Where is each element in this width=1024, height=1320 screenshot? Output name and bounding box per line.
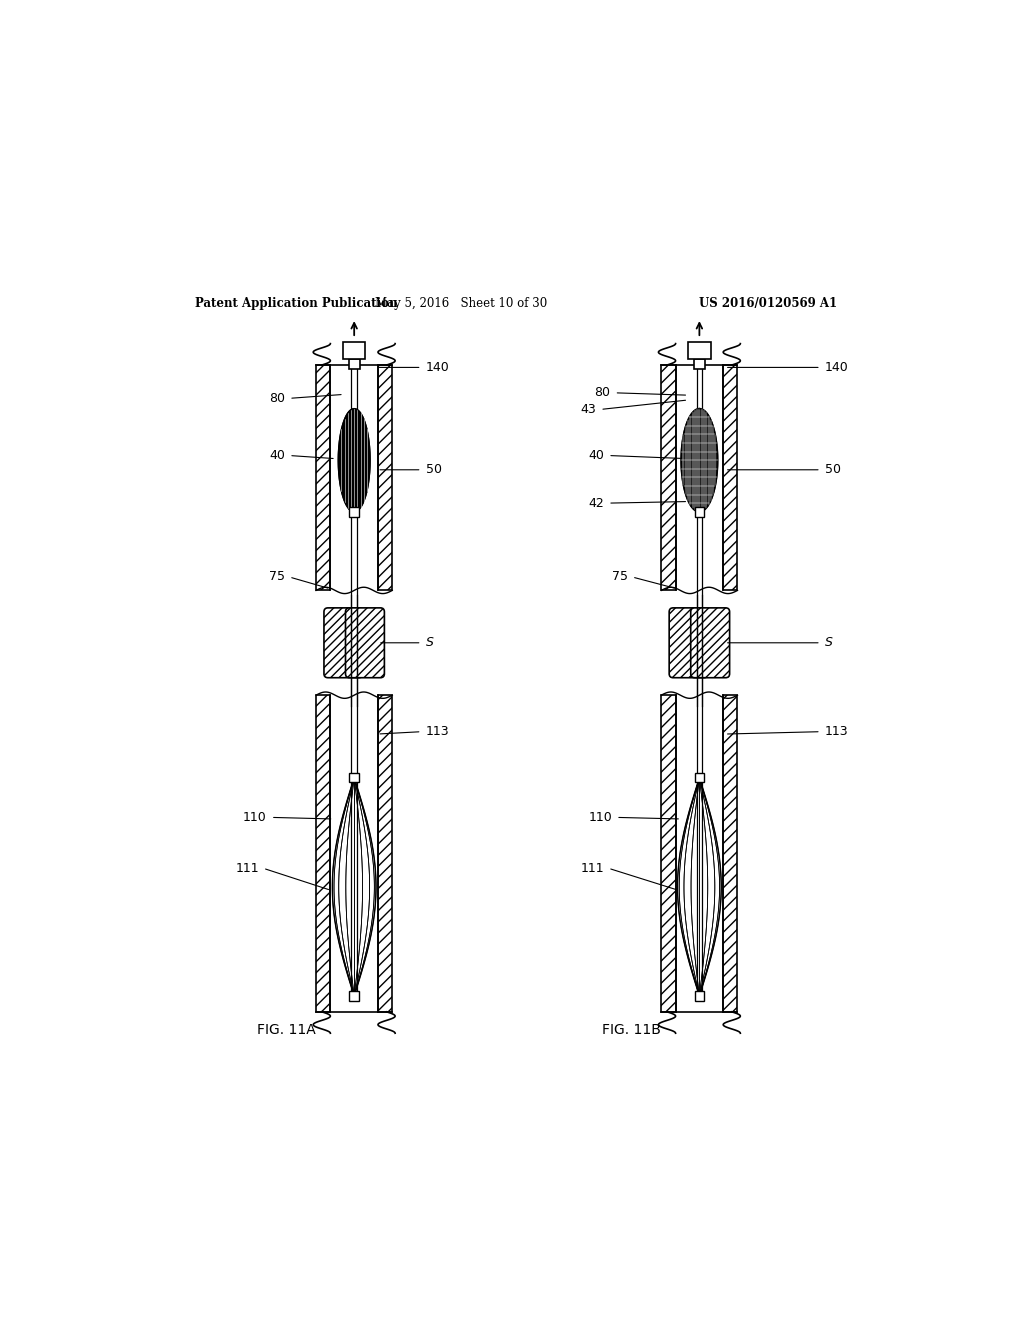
Bar [349,507,359,516]
Text: 80: 80 [595,387,610,400]
Bar [694,507,705,516]
Bar [349,991,359,1001]
Text: 50: 50 [426,463,441,477]
Bar [694,359,705,370]
Bar [688,342,711,359]
Text: 80: 80 [269,392,285,405]
FancyBboxPatch shape [324,609,362,677]
Text: 140: 140 [824,360,849,374]
Text: 43: 43 [581,403,596,416]
Text: 42: 42 [589,496,604,510]
Polygon shape [338,409,370,512]
Text: 113: 113 [426,725,450,738]
Bar [343,342,366,359]
Polygon shape [681,409,718,512]
Text: 75: 75 [269,570,285,583]
Bar [694,991,705,1001]
Bar [316,696,331,1012]
Bar [378,696,392,1012]
Text: 50: 50 [824,463,841,477]
Bar [694,774,705,783]
Text: 40: 40 [269,449,285,462]
Text: FIG. 11B: FIG. 11B [602,1023,662,1038]
Bar [662,696,676,1012]
Bar [316,366,331,590]
Text: 110: 110 [243,810,267,824]
Bar [348,359,359,370]
Text: 113: 113 [824,725,849,738]
Text: 40: 40 [588,449,604,462]
Bar [378,366,392,590]
Text: 111: 111 [581,862,604,875]
Text: 140: 140 [426,360,450,374]
FancyBboxPatch shape [669,609,708,677]
Text: S: S [824,636,833,649]
Text: 111: 111 [236,862,259,875]
FancyBboxPatch shape [691,609,730,677]
Text: 75: 75 [612,570,628,583]
Text: May 5, 2016   Sheet 10 of 30: May 5, 2016 Sheet 10 of 30 [375,297,548,310]
Bar [662,366,676,590]
Text: Patent Application Publication: Patent Application Publication [196,297,398,310]
Text: FIG. 11A: FIG. 11A [257,1023,316,1038]
FancyBboxPatch shape [345,609,384,677]
Text: 110: 110 [589,810,612,824]
Bar [723,696,737,1012]
Bar [723,366,737,590]
Text: US 2016/0120569 A1: US 2016/0120569 A1 [699,297,838,310]
Text: S: S [426,636,433,649]
Bar [349,774,359,783]
